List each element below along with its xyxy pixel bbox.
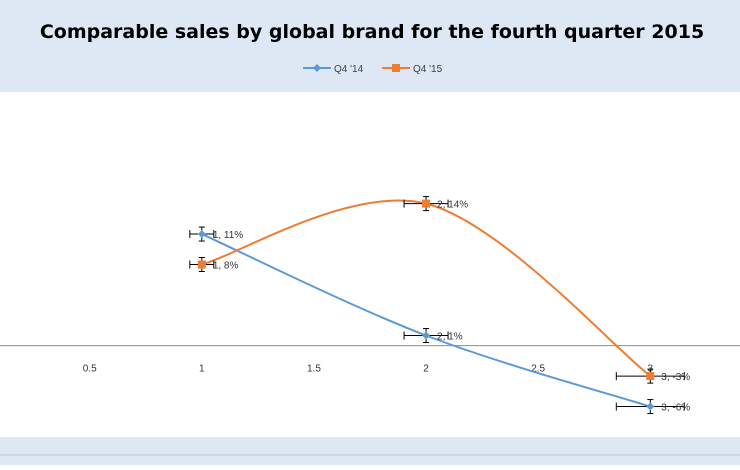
x-tick-label: 1.5 (307, 364, 321, 375)
data-label: 2, 1% (437, 332, 463, 343)
x-tick-label: 0.5 (83, 364, 97, 375)
data-point (422, 331, 431, 340)
x-tick-label: 2.5 (531, 364, 545, 375)
legend: Q4 '14 Q4 '15 (303, 64, 443, 75)
data-labels: 1, 11% 2, 1% 3, -6% 1, 8% 2, 14% 3, -3% (213, 200, 690, 414)
data-label: 1, 8% (213, 261, 239, 272)
legend-label-0: Q4 '14 (334, 64, 364, 75)
x-tick-label: 2 (423, 364, 429, 375)
header-band (0, 0, 740, 92)
data-point (197, 260, 206, 269)
x-tick-label: 1 (199, 364, 205, 375)
data-point (197, 230, 206, 239)
data-point (422, 199, 431, 208)
data-label: 3, -3% (661, 372, 690, 383)
footer-band (0, 437, 740, 465)
data-markers (197, 199, 655, 411)
legend-marker-0 (313, 64, 321, 72)
data-label: 2, 14% (437, 200, 468, 211)
data-label: 1, 11% (213, 230, 243, 241)
data-point (646, 402, 655, 411)
chart-title: Comparable sales by global brand for the… (40, 21, 704, 43)
data-point (646, 372, 655, 381)
plot-area (0, 92, 740, 437)
legend-label-1: Q4 '15 (413, 64, 443, 75)
data-label: 3, -6% (661, 403, 690, 414)
legend-marker-1 (392, 64, 400, 72)
